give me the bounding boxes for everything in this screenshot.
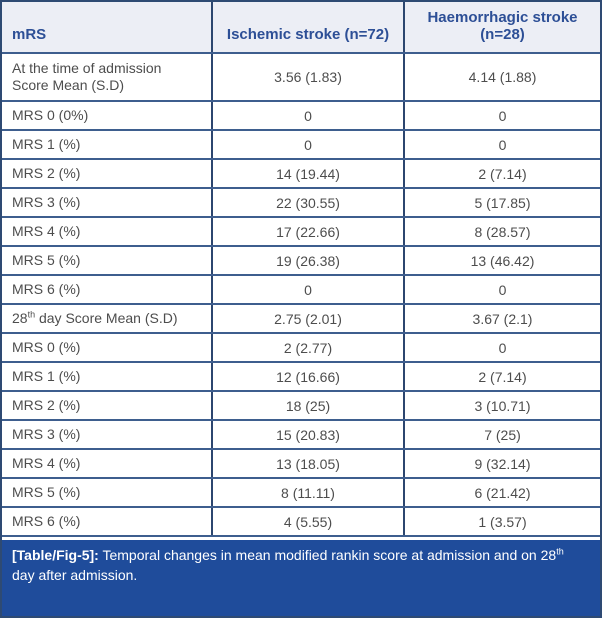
row-label-cell: MRS 1 (%)	[2, 361, 212, 392]
row-label-cell: MRS 0 (%)	[2, 332, 212, 363]
mrs-data-table: mRS Ischemic stroke (n=72) Haemorrhagic …	[2, 2, 600, 537]
table-row-mrs4-admission: MRS 4 (%) 17 (22.66) 8 (28.57)	[2, 216, 600, 247]
table-row-mrs5-admission: MRS 5 (%) 19 (26.38) 13 (46.42)	[2, 245, 600, 276]
haemorrhagic-value-cell: 0	[403, 129, 600, 160]
row-label-cell: MRS 2 (%)	[2, 390, 212, 421]
ischemic-value-cell: 13 (18.05)	[211, 448, 404, 479]
row-label-cell: MRS 5 (%)	[2, 245, 212, 276]
haemorrhagic-value-cell: 3 (10.71)	[403, 390, 600, 421]
ischemic-value-cell: 3.56 (1.83)	[211, 52, 404, 102]
row-label-cell: MRS 6 (%)	[2, 274, 212, 305]
table-row-mrs5-day28: MRS 5 (%) 8 (11.11) 6 (21.42)	[2, 477, 600, 508]
ischemic-value-cell: 4 (5.55)	[211, 506, 404, 537]
ischemic-value-cell: 2.75 (2.01)	[211, 303, 404, 334]
ischemic-value-cell: 0	[211, 129, 404, 160]
ischemic-value-cell: 17 (22.66)	[211, 216, 404, 247]
row-label-cell: MRS 6 (%)	[2, 506, 212, 537]
ischemic-value-cell: 0	[211, 100, 404, 131]
caption-text-pre: Temporal changes in mean modified rankin…	[98, 547, 557, 563]
table-row-mrs2-admission: MRS 2 (%) 14 (19.44) 2 (7.14)	[2, 158, 600, 189]
row-label-cell: MRS 2 (%)	[2, 158, 212, 189]
table-row-mrs4-day28: MRS 4 (%) 13 (18.05) 9 (32.14)	[2, 448, 600, 479]
table-caption-divider	[2, 537, 600, 540]
table-body: At the time of admission Score Mean (S.D…	[2, 52, 600, 537]
haemorrhagic-value-cell: 0	[403, 274, 600, 305]
table-row-mrs0-admission: MRS 0 (0%) 0 0	[2, 100, 600, 131]
ischemic-value-cell: 0	[211, 274, 404, 305]
table-header: mRS Ischemic stroke (n=72) Haemorrhagic …	[2, 2, 600, 54]
row-label-cell: MRS 5 (%)	[2, 477, 212, 508]
haemorrhagic-value-cell: 5 (17.85)	[403, 187, 600, 218]
row-label-cell: MRS 3 (%)	[2, 419, 212, 450]
table-row-mrs0-day28: MRS 0 (%) 2 (2.77) 0	[2, 332, 600, 363]
ischemic-value-cell: 14 (19.44)	[211, 158, 404, 189]
row-label-cell: MRS 4 (%)	[2, 448, 212, 479]
haemorrhagic-value-cell: 13 (46.42)	[403, 245, 600, 276]
table-row-mrs3-admission: MRS 3 (%) 22 (30.55) 5 (17.85)	[2, 187, 600, 218]
ischemic-value-cell: 22 (30.55)	[211, 187, 404, 218]
haemorrhagic-value-cell: 7 (25)	[403, 419, 600, 450]
haemorrhagic-value-cell: 2 (7.14)	[403, 361, 600, 392]
table-row-mrs6-day28: MRS 6 (%) 4 (5.55) 1 (3.57)	[2, 506, 600, 537]
header-cell-haemorrhagic: Haemorrhagic stroke (n=28)	[403, 2, 600, 54]
ischemic-value-cell: 19 (26.38)	[211, 245, 404, 276]
haemorrhagic-value-cell: 1 (3.57)	[403, 506, 600, 537]
table-row-mrs2-day28: MRS 2 (%) 18 (25) 3 (10.71)	[2, 390, 600, 421]
ischemic-value-cell: 12 (16.66)	[211, 361, 404, 392]
table-row-mrs6-admission: MRS 6 (%) 0 0	[2, 274, 600, 305]
header-cell-ischemic: Ischemic stroke (n=72)	[211, 2, 404, 54]
header-row: mRS Ischemic stroke (n=72) Haemorrhagic …	[2, 2, 600, 54]
row-label-post: day Score Mean (S.D)	[35, 309, 178, 326]
row-label-cell: MRS 0 (0%)	[2, 100, 212, 131]
caption-text-post: day after admission.	[12, 566, 138, 583]
table-row-mrs1-admission: MRS 1 (%) 0 0	[2, 129, 600, 160]
row-label-cell: 28th day Score Mean (S.D)	[2, 303, 212, 334]
table-row-mrs3-day28: MRS 3 (%) 15 (20.83) 7 (25)	[2, 419, 600, 450]
row-label-cell: MRS 3 (%)	[2, 187, 212, 218]
haemorrhagic-value-cell: 8 (28.57)	[403, 216, 600, 247]
ischemic-value-cell: 2 (2.77)	[211, 332, 404, 363]
table-row-day28-mean: 28th day Score Mean (S.D) 2.75 (2.01) 3.…	[2, 303, 600, 334]
header-cell-mrs: mRS	[2, 2, 212, 54]
table-row-admission-mean: At the time of admission Score Mean (S.D…	[2, 52, 600, 102]
row-label-cell: At the time of admission Score Mean (S.D…	[2, 52, 212, 102]
table-caption: [Table/Fig-5]: Temporal changes in mean …	[2, 540, 600, 616]
caption-figure-tag: [Table/Fig-5]:	[12, 547, 99, 563]
haemorrhagic-value-cell: 6 (21.42)	[403, 477, 600, 508]
ischemic-value-cell: 15 (20.83)	[211, 419, 404, 450]
row-label-line2: Score Mean (S.D)	[12, 77, 125, 93]
row-label-cell: MRS 4 (%)	[2, 216, 212, 247]
ordinal-superscript: th	[27, 309, 36, 320]
row-label-line1: At the time of admission	[12, 59, 162, 76]
haemorrhagic-value-cell: 2 (7.14)	[403, 158, 600, 189]
haemorrhagic-value-cell: 3.67 (2.1)	[403, 303, 600, 334]
row-label-pre: 28	[12, 309, 28, 326]
table-row-mrs1-day28: MRS 1 (%) 12 (16.66) 2 (7.14)	[2, 361, 600, 392]
haemorrhagic-value-cell: 4.14 (1.88)	[403, 52, 600, 102]
haemorrhagic-value-cell: 0	[403, 100, 600, 131]
haemorrhagic-value-cell: 0	[403, 332, 600, 363]
row-label-cell: MRS 1 (%)	[2, 129, 212, 160]
ischemic-value-cell: 18 (25)	[211, 390, 404, 421]
haemorrhagic-value-cell: 9 (32.14)	[403, 448, 600, 479]
ordinal-superscript: th	[556, 546, 564, 557]
ischemic-value-cell: 8 (11.11)	[211, 477, 404, 508]
